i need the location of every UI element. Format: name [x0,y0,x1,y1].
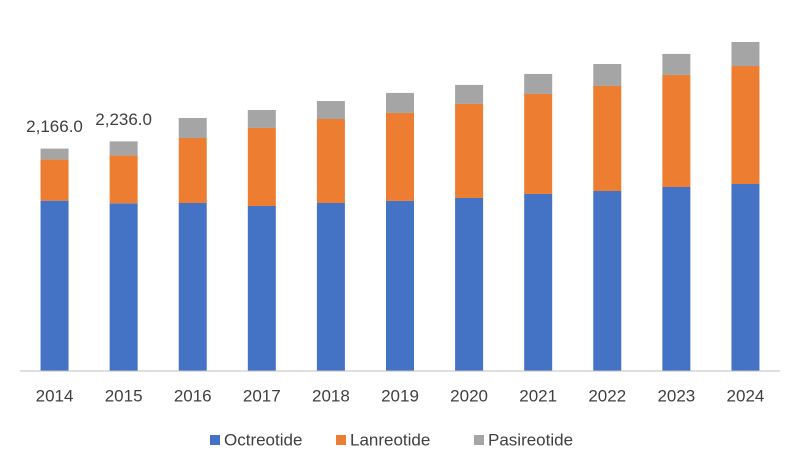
bar-segment [40,159,69,201]
bar-segment [386,92,414,113]
bar-segment [109,155,138,204]
bar-segment [524,93,553,194]
x-tick-label: 2017 [243,386,281,405]
legend-label: Octreotide [224,430,302,449]
bar-segment [731,184,760,371]
x-tick-label: 2020 [450,386,488,405]
legend-swatch [210,435,220,445]
bar-segment [593,63,622,86]
total-label: 2,166.0 [26,117,83,136]
bar-segment [662,74,691,187]
bar-segment [40,200,69,371]
bar-segment [178,138,207,204]
bar-segment [455,103,484,198]
total-label: 2,236.0 [95,110,152,129]
legend-swatch [336,435,346,445]
legend-swatch [474,435,484,445]
x-tick-label: 2021 [519,386,557,405]
bar-segment [247,205,276,371]
x-tick-label: 2014 [36,386,74,405]
x-tick-label: 2018 [312,386,350,405]
x-tick-label: 2019 [381,386,419,405]
bar-segment [593,190,622,371]
x-tick-label: 2023 [657,386,695,405]
legend-label: Lanreotide [350,430,430,449]
bar-segment [455,197,484,371]
bar-segment [386,200,414,371]
bar-segment [731,66,760,185]
bar-segment [316,203,345,371]
bar-segment [316,101,345,120]
bar-segment [662,186,691,371]
bar-segment [178,203,207,371]
bar-segment [593,85,622,191]
bar-segment [731,42,760,67]
bar-segment [455,84,484,104]
bar-segment [662,53,691,75]
bar-segment [109,141,138,156]
x-tick-label: 2024 [727,386,765,405]
x-tick-label: 2015 [105,386,143,405]
x-tick-label: 2022 [588,386,626,405]
bar-segment [178,117,207,139]
bar-segment [247,127,276,206]
x-tick-label: 2016 [174,386,212,405]
bar-segment [316,119,345,204]
bar-segment [524,193,553,371]
legend-label: Pasireotide [488,430,573,449]
bar-segment [109,203,138,371]
bar-segment [247,109,276,128]
bar-segment [40,148,69,160]
bar-segment [524,73,553,94]
bar-segment [386,112,414,201]
